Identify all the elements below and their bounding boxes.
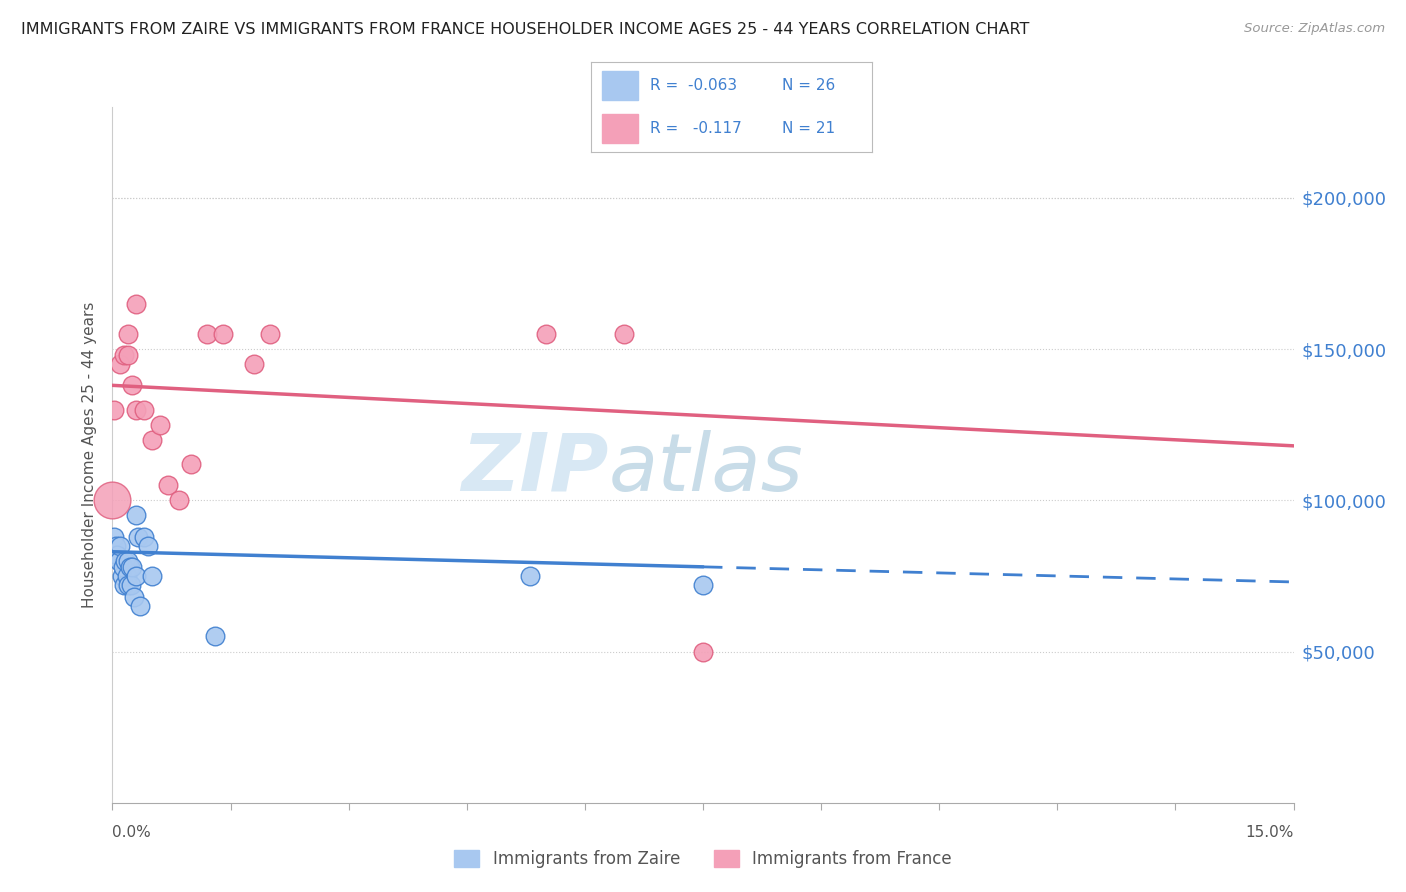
Point [125, 296, 148, 310]
Point [519, 569, 541, 583]
Point [112, 348, 135, 362]
Point [534, 326, 557, 341]
Point [122, 590, 145, 604]
Point [120, 578, 142, 592]
Point [149, 417, 172, 432]
Point [692, 578, 714, 592]
Point [180, 457, 202, 471]
Point [141, 433, 163, 447]
Point [259, 326, 281, 341]
Text: IMMIGRANTS FROM ZAIRE VS IMMIGRANTS FROM FRANCE HOUSEHOLDER INCOME AGES 25 - 44 : IMMIGRANTS FROM ZAIRE VS IMMIGRANTS FROM… [21, 22, 1029, 37]
Point [115, 569, 138, 583]
Bar [602, 114, 638, 143]
Legend: Immigrants from Zaire, Immigrants from France: Immigrants from Zaire, Immigrants from F… [449, 843, 957, 875]
Point [127, 530, 149, 544]
Point [132, 402, 155, 417]
Text: 15.0%: 15.0% [1246, 825, 1294, 840]
Point [111, 559, 134, 574]
Point [169, 493, 191, 508]
Point [110, 539, 132, 553]
Point [117, 578, 139, 592]
Point [118, 559, 141, 574]
Text: ZIP: ZIP [461, 430, 609, 508]
Text: N = 26: N = 26 [782, 78, 835, 93]
Point [117, 554, 139, 568]
Point [156, 478, 179, 492]
Point [121, 378, 143, 392]
Point [195, 326, 218, 341]
Point [136, 539, 159, 553]
Text: N = 21: N = 21 [782, 121, 835, 136]
Point [111, 569, 134, 583]
Bar [602, 71, 638, 100]
Point [112, 578, 135, 592]
Point [117, 326, 139, 341]
Point [121, 559, 143, 574]
Y-axis label: Householder Income Ages 25 - 44 years: Householder Income Ages 25 - 44 years [82, 301, 97, 608]
Text: R =  -0.063: R = -0.063 [650, 78, 737, 93]
Point [114, 554, 136, 568]
Text: atlas: atlas [609, 430, 803, 508]
Point [105, 548, 128, 562]
Point [125, 402, 148, 417]
Point [125, 569, 148, 583]
Point [107, 554, 129, 568]
Point [141, 569, 163, 583]
Point [613, 326, 636, 341]
Point [129, 599, 152, 614]
Point [243, 357, 266, 371]
Point [117, 348, 139, 362]
Text: Source: ZipAtlas.com: Source: ZipAtlas.com [1244, 22, 1385, 36]
Text: 0.0%: 0.0% [112, 825, 152, 840]
Point [132, 530, 155, 544]
Point [204, 629, 226, 643]
Point [103, 402, 125, 417]
Point [692, 644, 714, 658]
Point [125, 508, 148, 523]
Point [101, 493, 124, 508]
Text: R =   -0.117: R = -0.117 [650, 121, 741, 136]
Point [211, 326, 233, 341]
Point [110, 357, 132, 371]
Point [103, 530, 125, 544]
Point [104, 539, 127, 553]
